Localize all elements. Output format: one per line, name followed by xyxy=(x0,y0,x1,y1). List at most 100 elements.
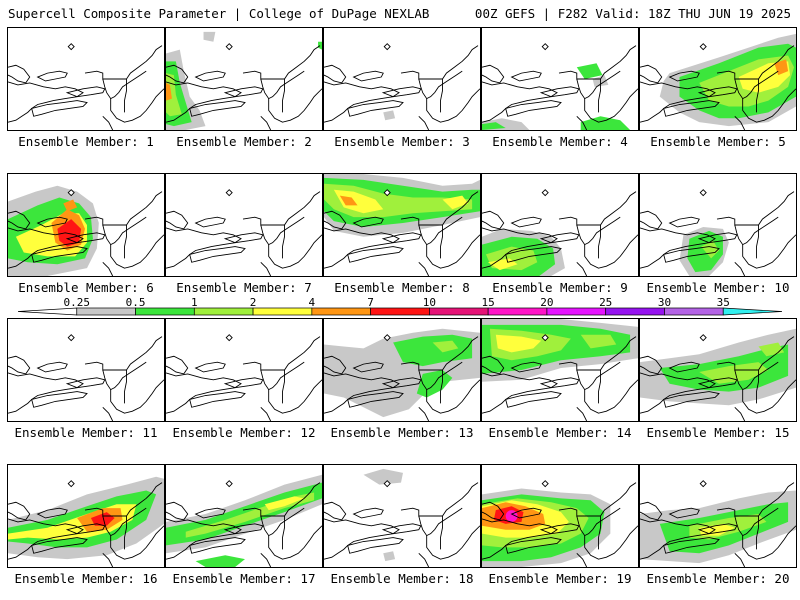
scp-field-contour xyxy=(264,496,305,511)
basemap-outline xyxy=(640,334,796,421)
basemap-outline xyxy=(324,189,480,276)
ensemble-member-map-10 xyxy=(639,173,797,277)
scp-field-contour xyxy=(580,116,631,130)
ensemble-member-map-1 xyxy=(7,27,165,131)
color-scale-swatch xyxy=(429,307,489,316)
basemap-outline xyxy=(640,480,796,567)
color-scale-swatch xyxy=(605,307,665,316)
ensemble-member-label: Ensemble Member: 19 xyxy=(488,571,632,586)
color-scale-tick-label: 30 xyxy=(657,296,672,309)
color-scale-tick-label: 0.25 xyxy=(63,296,91,309)
basemap-outline xyxy=(324,334,480,421)
color-scale-swatch xyxy=(722,307,783,316)
scp-field-contour xyxy=(442,195,469,210)
ensemble-member-label: Ensemble Member: 7 xyxy=(176,280,312,295)
scp-field-contour xyxy=(495,334,542,353)
basemap-outline xyxy=(8,189,164,276)
ensemble-member-label: Ensemble Member: 14 xyxy=(488,425,632,440)
scp-field-contour xyxy=(203,31,216,42)
scp-field-contour xyxy=(383,551,396,562)
ensemble-member-label: Ensemble Member: 1 xyxy=(18,134,154,149)
ensemble-member-label: Ensemble Member: 20 xyxy=(646,571,790,586)
color-scale-tick-label: 25 xyxy=(599,296,613,309)
ensemble-member-map-12 xyxy=(165,318,323,422)
ensemble-member-map-4 xyxy=(481,27,639,131)
color-scale-swatch xyxy=(76,307,136,316)
color-scale-swatch xyxy=(370,307,430,316)
basemap-outline xyxy=(166,189,322,276)
scp-field-contour xyxy=(576,63,603,79)
scp-field-contour xyxy=(63,199,78,212)
basemap-outline xyxy=(482,334,638,421)
scp-field-contour xyxy=(166,73,182,117)
scp-field-contour xyxy=(701,240,719,259)
color-scale-swatch xyxy=(664,307,724,316)
basemap-outline xyxy=(8,480,164,567)
color-scale-swatch xyxy=(252,307,313,316)
ensemble-member-map-7 xyxy=(165,173,323,277)
scp-field-contour xyxy=(339,195,358,206)
ensemble-member-label: Ensemble Member: 11 xyxy=(14,425,158,440)
scp-field-contour xyxy=(195,555,245,567)
basemap-outline xyxy=(166,43,322,130)
ensemble-member-map-11 xyxy=(7,318,165,422)
basemap-outline xyxy=(8,334,164,421)
ensemble-member-label: Ensemble Member: 9 xyxy=(492,280,628,295)
basemap-outline xyxy=(8,43,164,130)
ensemble-member-map-6 xyxy=(7,173,165,277)
color-scale-swatch xyxy=(311,307,371,316)
scp-field-contour xyxy=(482,122,506,130)
ensemble-member-map-20 xyxy=(639,464,797,568)
color-scale-tick-label: 4 xyxy=(308,296,316,309)
ensemble-member-map-13 xyxy=(323,318,481,422)
ensemble-member-label: Ensemble Member: 15 xyxy=(646,425,790,440)
basemap-outline xyxy=(482,189,638,276)
ensemble-member-map-15 xyxy=(639,318,797,422)
scp-field-contour xyxy=(580,334,617,349)
color-scale-swatch xyxy=(487,307,548,316)
scp-field-contour xyxy=(318,41,322,50)
ensemble-member-map-9 xyxy=(481,173,639,277)
ensemble-member-label: Ensemble Member: 6 xyxy=(18,280,154,295)
ensemble-member-label: Ensemble Member: 2 xyxy=(176,134,312,149)
basemap-outline xyxy=(482,43,638,130)
color-scale-swatch xyxy=(17,307,78,316)
ensemble-member-label: Ensemble Member: 18 xyxy=(330,571,474,586)
color-scale-tick-label: 2 xyxy=(249,296,257,309)
ensemble-member-map-8 xyxy=(323,173,481,277)
scp-field-contour xyxy=(166,82,172,101)
scp-field-contour xyxy=(57,219,82,247)
basemap-outline xyxy=(166,480,322,567)
ensemble-member-map-16 xyxy=(7,464,165,568)
ensemble-member-label: Ensemble Member: 12 xyxy=(172,425,316,440)
color-scale-tick-label: 1 xyxy=(190,296,198,309)
color-scale-tick-label: 10 xyxy=(422,296,436,309)
ensemble-member-label: Ensemble Member: 16 xyxy=(14,571,158,586)
basemap-outline xyxy=(640,43,796,130)
ensemble-member-map-5 xyxy=(639,27,797,131)
scp-field-contour xyxy=(383,110,396,121)
scp-field-contour xyxy=(432,340,459,353)
color-scale-tick-label: 20 xyxy=(540,296,554,309)
ensemble-member-map-3 xyxy=(323,27,481,131)
basemap-outline xyxy=(324,43,480,130)
ensemble-member-map-14 xyxy=(481,318,639,422)
ensemble-member-label: Ensemble Member: 17 xyxy=(172,571,316,586)
ensemble-member-label: Ensemble Member: 13 xyxy=(330,425,474,440)
valid-time: 00Z GEFS | F282 Valid: 18Z THU JUN 19 20… xyxy=(474,6,791,21)
color-scale-bar: 0.25 0.5 1 2 4 7 10 15 20 25 30 35 xyxy=(0,296,800,317)
color-scale-tick-label: 15 xyxy=(481,296,495,309)
ensemble-member-map-19 xyxy=(481,464,639,568)
color-scale-tick-label: 35 xyxy=(716,296,730,309)
map-title: Supercell Composite Parameter | College … xyxy=(8,6,430,21)
color-scale-tick-label: 0.5 xyxy=(125,296,146,309)
color-scale-tick-label: 7 xyxy=(367,296,374,309)
color-scale-swatch xyxy=(546,307,607,316)
ensemble-member-label: Ensemble Member: 10 xyxy=(646,280,790,295)
basemap-outline xyxy=(640,189,796,276)
ensemble-member-label: Ensemble Member: 8 xyxy=(334,280,470,295)
ensemble-member-label: Ensemble Member: 4 xyxy=(492,134,628,149)
ensemble-member-map-2 xyxy=(165,27,323,131)
color-scale-swatch xyxy=(193,307,254,316)
basemap-outline xyxy=(166,334,322,421)
